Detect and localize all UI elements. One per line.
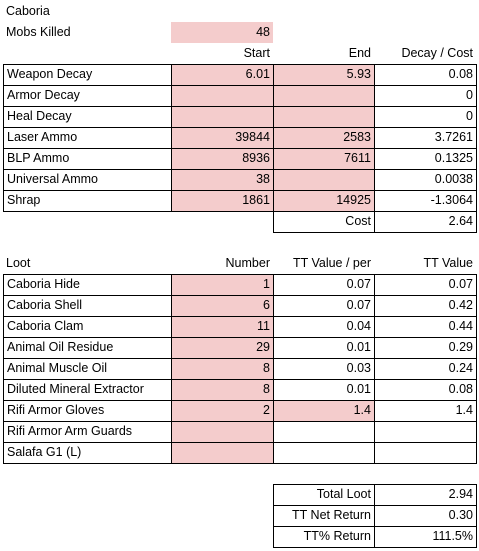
value: 0.01 — [273, 379, 375, 401]
row-label: Armor Decay — [3, 85, 172, 107]
row-label: BLP Ammo — [3, 148, 172, 170]
value: 2.64 — [374, 211, 477, 233]
value — [273, 421, 375, 443]
value: 0.01 — [273, 337, 375, 359]
value — [171, 106, 274, 128]
value: 38 — [171, 169, 274, 191]
value: 0.03 — [273, 358, 375, 380]
value: 8 — [171, 358, 274, 380]
column-header: Start — [243, 46, 270, 60]
column-header: Number — [225, 256, 270, 270]
value: 6.01 — [171, 64, 274, 86]
sheet-title: Caboria — [6, 4, 50, 18]
value — [171, 421, 274, 443]
value — [273, 169, 375, 191]
value: 14925 — [273, 190, 375, 212]
row-label: Shrap — [3, 190, 172, 212]
row-label: Diluted Mineral Extractor — [3, 379, 172, 401]
row-label: Caboria Shell — [3, 295, 172, 317]
value — [171, 85, 274, 107]
row-label: Weapon Decay — [3, 64, 172, 86]
value: 48 — [171, 22, 273, 43]
value: 0.08 — [374, 64, 477, 86]
row-label: Caboria Hide — [3, 274, 172, 296]
value — [171, 442, 274, 464]
summary-label: TT% Return — [273, 526, 375, 548]
value: 0.42 — [374, 295, 477, 317]
value: 3.7261 — [374, 127, 477, 149]
value: 5.93 — [273, 64, 375, 86]
value — [374, 442, 477, 464]
row-label: Animal Oil Residue — [3, 337, 172, 359]
value: 6 — [171, 295, 274, 317]
value: 1861 — [171, 190, 274, 212]
value: 8 — [171, 379, 274, 401]
label: Mobs Killed — [6, 25, 71, 39]
column-header: Loot — [6, 256, 31, 270]
value: 1.4 — [374, 400, 477, 422]
value: 0.24 — [374, 358, 477, 380]
value: 2583 — [273, 127, 375, 149]
value: 1.4 — [273, 400, 375, 422]
value: 0 — [374, 85, 477, 107]
row-label: Rifi Armor Gloves — [3, 400, 172, 422]
summary-value: 2.94 — [374, 484, 477, 506]
value — [273, 442, 375, 464]
row-label: Caboria Clam — [3, 316, 172, 338]
column-header: TT Value / per — [292, 256, 371, 270]
value: 0.29 — [374, 337, 477, 359]
value: 0.07 — [374, 274, 477, 296]
summary-label: Total Loot — [273, 484, 375, 506]
value — [273, 85, 375, 107]
value — [374, 421, 477, 443]
summary-value: 111.5% — [374, 526, 477, 548]
value: 0.1325 — [374, 148, 477, 170]
summary-value: 0.30 — [374, 505, 477, 527]
value: 39844 — [171, 127, 274, 149]
value: 2 — [171, 400, 274, 422]
label: Cost — [273, 211, 375, 233]
value: 0.07 — [273, 295, 375, 317]
column-header: End — [348, 46, 371, 60]
row-label: Universal Ammo — [3, 169, 172, 191]
value: -1.3064 — [374, 190, 477, 212]
value: 8936 — [171, 148, 274, 170]
row-label: Heal Decay — [3, 106, 172, 128]
value: 0.07 — [273, 274, 375, 296]
row-label: Laser Ammo — [3, 127, 172, 149]
summary-label: TT Net Return — [273, 505, 375, 527]
value: 0.44 — [374, 316, 477, 338]
value: 1 — [171, 274, 274, 296]
column-header: TT Value — [423, 256, 473, 270]
row-label: Salafa G1 (L) — [3, 442, 172, 464]
value: 29 — [171, 337, 274, 359]
row-label: Rifi Armor Arm Guards — [3, 421, 172, 443]
value: 0.0038 — [374, 169, 477, 191]
column-header: Decay / Cost — [401, 46, 473, 60]
row-label: Animal Muscle Oil — [3, 358, 172, 380]
value: 0 — [374, 106, 477, 128]
value: 11 — [171, 316, 274, 338]
value: 0.08 — [374, 379, 477, 401]
value: 7611 — [273, 148, 375, 170]
value — [273, 106, 375, 128]
value: 0.04 — [273, 316, 375, 338]
